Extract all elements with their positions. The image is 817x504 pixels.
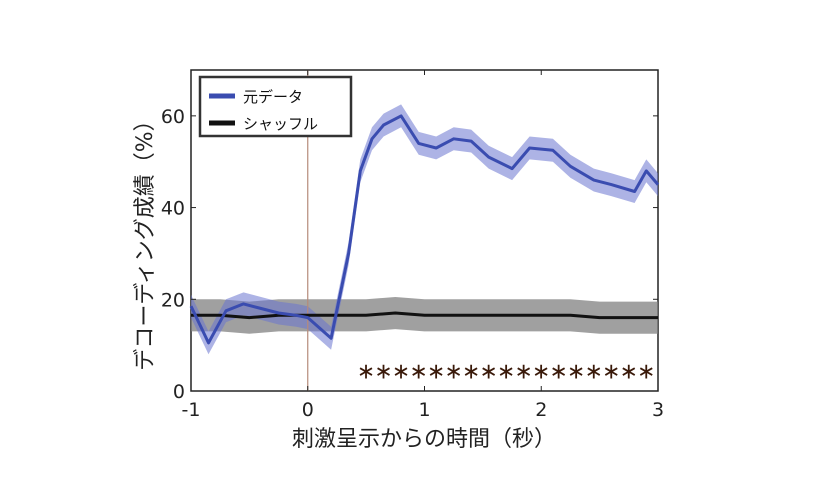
y-tick-label: 40 bbox=[161, 198, 185, 220]
x-tick-label: 0 bbox=[302, 399, 314, 421]
y-tick-label: 20 bbox=[161, 289, 185, 311]
significance-star: ∗ bbox=[409, 359, 427, 384]
significance-star: ∗ bbox=[637, 359, 655, 384]
significance-star: ∗ bbox=[392, 359, 410, 384]
x-tick-label: -1 bbox=[182, 399, 201, 421]
series-line-shuffle bbox=[191, 311, 658, 320]
significance-star: ∗ bbox=[427, 359, 445, 384]
significance-star: ∗ bbox=[479, 359, 497, 384]
significance-markers: ∗ ∗ ∗ ∗ ∗ ∗ ∗ ∗ ∗ ∗ ∗ ∗ ∗ ∗ ∗ ∗ ∗ bbox=[357, 359, 656, 384]
significance-star: ∗ bbox=[462, 359, 480, 384]
significance-star: ∗ bbox=[515, 359, 533, 384]
significance-star: ∗ bbox=[374, 359, 392, 384]
significance-star: ∗ bbox=[497, 359, 515, 384]
band-original bbox=[191, 104, 658, 355]
y-tick-label: 0 bbox=[173, 381, 185, 403]
series-lines bbox=[189, 114, 660, 345]
y-tick-label: 60 bbox=[161, 106, 185, 128]
x-tick-label: 1 bbox=[418, 399, 430, 421]
x-axis-title: 刺激呈示からの時間（秒） bbox=[292, 427, 556, 452]
x-tick-label: 3 bbox=[652, 399, 664, 421]
legend-label: 元データ bbox=[243, 88, 303, 106]
series-line-original bbox=[189, 114, 660, 345]
significance-star: ∗ bbox=[620, 359, 638, 384]
legend-label: シャッフル bbox=[243, 115, 318, 133]
x-tick-label: 2 bbox=[535, 399, 547, 421]
significance-star: ∗ bbox=[567, 359, 585, 384]
significance-star: ∗ bbox=[585, 359, 603, 384]
legend-box bbox=[198, 75, 353, 138]
significance-star: ∗ bbox=[357, 359, 375, 384]
significance-star: ∗ bbox=[550, 359, 568, 384]
significance-star: ∗ bbox=[602, 359, 620, 384]
significance-star: ∗ bbox=[444, 359, 462, 384]
significance-star: ∗ bbox=[532, 359, 550, 384]
y-axis-title: デコーディング成績（%） bbox=[133, 109, 158, 370]
